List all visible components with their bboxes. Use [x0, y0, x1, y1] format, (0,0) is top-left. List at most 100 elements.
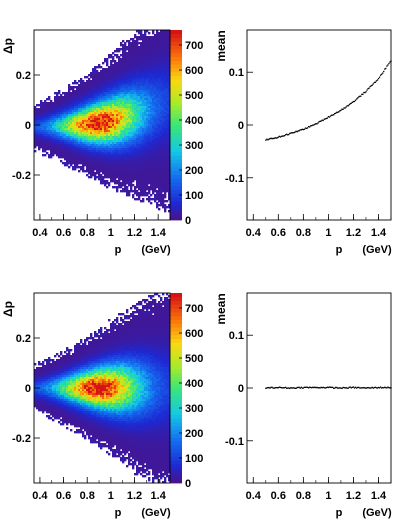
heatmap-cell: [100, 122, 103, 125]
heatmap-cell: [46, 118, 49, 121]
heatmap-cell: [68, 128, 71, 131]
heatmap-cell: [124, 172, 127, 175]
heatmap-cell: [76, 132, 79, 135]
heatmap-cell: [148, 72, 151, 75]
heatmap-cell: [118, 98, 121, 101]
heatmap-cell: [110, 60, 113, 63]
heatmap-cell: [84, 94, 87, 97]
heatmap-cell: [88, 154, 91, 157]
heatmap-cell: [126, 136, 129, 139]
heatmap-cell: [72, 86, 75, 89]
heatmap-cell: [64, 355, 67, 358]
heatmap-cell: [52, 136, 55, 139]
heatmap-cell: [34, 391, 37, 394]
heatmap-cell: [80, 122, 83, 125]
heatmap-cell: [88, 118, 91, 121]
heatmap-cell: [102, 136, 105, 139]
heatmap-cell: [100, 98, 103, 101]
heatmap-cell: [122, 108, 125, 111]
heatmap-cell: [130, 162, 133, 165]
heatmap-cell: [158, 164, 161, 167]
heatmap-cell: [92, 102, 95, 105]
heatmap-cell: [144, 162, 147, 165]
heatmap-cell: [90, 134, 93, 137]
heatmap-cell: [152, 152, 155, 155]
heatmap-cell: [86, 118, 89, 121]
heatmap-cell: [156, 166, 159, 169]
heatmap-cell: [164, 130, 167, 133]
heatmap-cell: [120, 136, 123, 139]
heatmap-cell: [54, 124, 57, 127]
heatmap-cell: [44, 401, 47, 404]
heatmap-cell: [160, 162, 163, 165]
heatmap-cell: [90, 120, 93, 123]
heatmap-cell: [68, 106, 71, 109]
heatmap-cell: [118, 166, 121, 169]
heatmap-cell: [42, 154, 45, 157]
heatmap-cell: [58, 116, 61, 119]
heatmap-cell: [36, 142, 39, 145]
heatmap-cell: [50, 389, 53, 392]
heatmap-cells: [34, 293, 171, 484]
heatmap-cell: [134, 176, 137, 179]
heatmap-cell: [58, 90, 61, 93]
heatmap-cell: [160, 44, 163, 47]
heatmap-cell: [138, 90, 141, 93]
heatmap-cell: [78, 353, 81, 356]
heatmap-cell: [144, 30, 147, 33]
colorbar-segment: [170, 79, 182, 84]
heatmap-cell: [158, 148, 161, 151]
heatmap-cell: [168, 120, 171, 123]
heatmap-cell: [102, 78, 105, 81]
colorbar-tick-label: 0: [185, 215, 191, 227]
heatmap-cell: [66, 94, 69, 97]
heatmap-cell: [160, 136, 163, 139]
heatmap-cell: [140, 86, 143, 89]
heatmap-cell: [88, 80, 91, 83]
heatmap-cell: [44, 114, 47, 117]
heatmap-cell: [82, 162, 85, 165]
heatmap-cell: [102, 110, 105, 113]
heatmap-cell: [100, 142, 103, 145]
heatmap-cell: [122, 82, 125, 85]
heatmap-cell: [124, 136, 127, 139]
heatmap-cell: [112, 110, 115, 113]
data-point: [314, 123, 316, 125]
heatmap-cell: [168, 184, 171, 187]
heatmap-cell: [102, 132, 105, 135]
heatmap-cell: [106, 132, 109, 135]
heatmap-cell: [68, 361, 71, 364]
heatmap-cell: [110, 80, 113, 83]
heatmap-cell: [164, 140, 167, 143]
heatmap-cell: [146, 116, 149, 119]
heatmap-cell: [136, 180, 139, 183]
heatmap-cell: [132, 80, 135, 83]
heatmap-cell: [126, 56, 129, 59]
heatmap-cell: [76, 82, 79, 85]
heatmap-cell: [104, 110, 107, 113]
heatmap-cell: [156, 74, 159, 77]
colorbar-segment: [170, 147, 182, 152]
heatmap-cell: [160, 178, 163, 181]
heatmap-cell: [126, 128, 129, 131]
heatmap-cell: [126, 72, 129, 75]
heatmap-cell: [72, 375, 75, 378]
heatmap-cell: [88, 152, 91, 155]
heatmap-cell: [78, 112, 81, 115]
heatmap-cell: [80, 90, 83, 93]
heatmap-cell: [166, 78, 169, 81]
heatmap-cell: [58, 391, 61, 394]
heatmap-cell: [144, 132, 147, 135]
heatmap-cell: [166, 38, 169, 41]
heatmap-cell: [156, 162, 159, 165]
heatmap-cell: [80, 168, 83, 171]
heatmap-cell: [128, 130, 131, 133]
heatmap-cell: [154, 118, 157, 121]
heatmap-cell: [130, 78, 133, 81]
heatmap-cell: [72, 142, 75, 145]
heatmap-cell: [66, 106, 69, 109]
heatmap-cell: [158, 192, 161, 195]
heatmap-cell: [138, 30, 141, 33]
heatmap-cell: [58, 128, 61, 131]
